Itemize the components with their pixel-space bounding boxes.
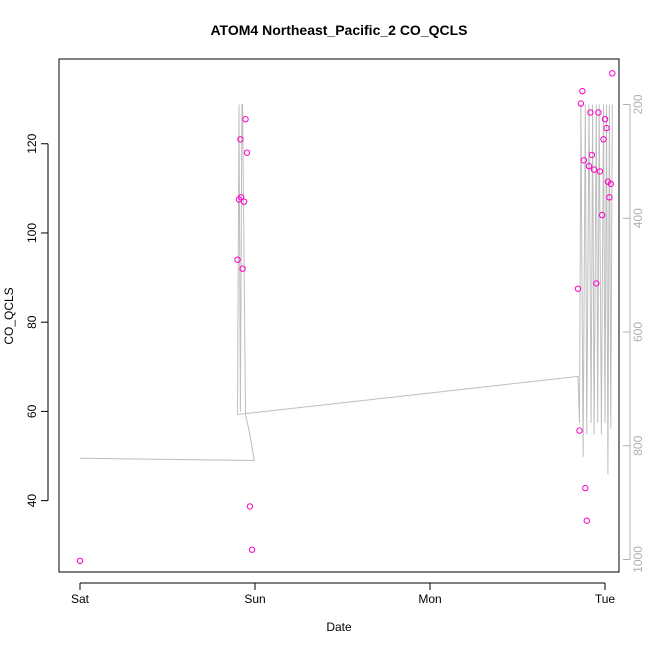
- data-point: [576, 427, 583, 434]
- data-point: [237, 136, 244, 143]
- x-tick-label: Sun: [244, 592, 265, 606]
- data-point: [574, 285, 582, 292]
- data-point: [240, 198, 248, 205]
- data-point: [248, 546, 256, 553]
- data-point: [588, 151, 596, 159]
- x-axis-label: Date: [326, 620, 352, 634]
- plot-area: [58, 58, 620, 573]
- data-point: [582, 484, 589, 492]
- data-point: [595, 109, 602, 116]
- y-tick-label: 40: [25, 494, 39, 508]
- data-point: [577, 100, 585, 107]
- data-point: [76, 557, 84, 564]
- x-tick-label: Tue: [595, 592, 616, 606]
- y-right-tick-label: 600: [631, 322, 645, 342]
- data-point: [239, 265, 246, 272]
- data-point: [603, 124, 610, 132]
- line-series-path: [79, 104, 613, 475]
- y-axis-right: 200 400 600 800 1000: [623, 94, 645, 573]
- y-tick-label: 60: [25, 404, 39, 418]
- data-point: [243, 149, 251, 156]
- y-right-tick-label: 800: [631, 435, 645, 455]
- data-point: [596, 168, 604, 175]
- data-point: [583, 517, 590, 524]
- y-tick-label: 100: [25, 223, 39, 243]
- y-tick-label: 80: [25, 315, 39, 329]
- data-point: [587, 109, 594, 116]
- y-right-tick-label: 400: [631, 208, 645, 228]
- data-point: [242, 116, 249, 123]
- data-point: [590, 166, 598, 173]
- y-axis: 40 60 80 100 120: [25, 133, 49, 508]
- chart-title: ATOM4 Northeast_Pacific_2 CO_QCLS: [210, 22, 467, 38]
- data-point: [246, 503, 254, 510]
- data-point: [593, 280, 600, 287]
- point-series: [76, 70, 616, 564]
- y-tick-label: 120: [25, 133, 39, 153]
- data-point: [606, 194, 613, 201]
- y-axis-label: CO_QCLS: [2, 287, 16, 344]
- data-point: [234, 256, 241, 263]
- data-point: [585, 162, 593, 170]
- data-point: [237, 194, 245, 201]
- data-point: [601, 116, 609, 123]
- data-point: [580, 157, 588, 164]
- y-right-tick-label: 1000: [631, 546, 645, 573]
- line-series: [79, 104, 613, 475]
- data-point: [609, 70, 616, 77]
- data-point: [607, 180, 614, 188]
- x-tick-label: Sat: [71, 592, 90, 606]
- x-tick-label: Mon: [418, 592, 441, 606]
- y-right-tick-label: 200: [631, 94, 645, 114]
- data-point: [598, 211, 606, 219]
- x-axis: Sat Sun Mon Tue: [71, 582, 616, 606]
- data-point: [579, 87, 586, 95]
- data-point: [600, 136, 607, 143]
